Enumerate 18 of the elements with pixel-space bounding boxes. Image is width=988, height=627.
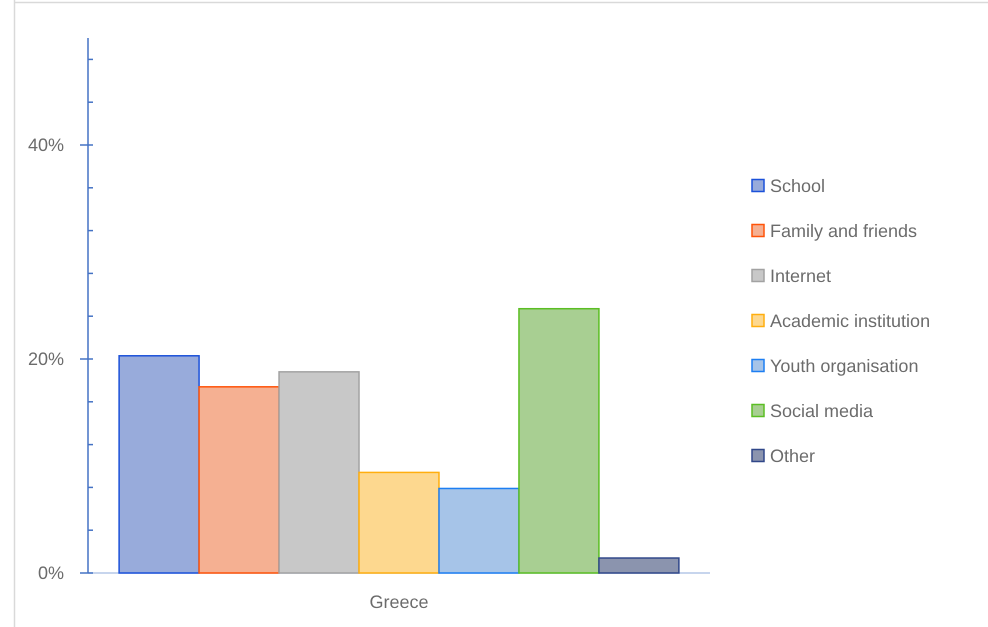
y-tick-label: 40% [28,134,64,155]
bar [358,472,440,574]
legend-label: Youth organisation [770,356,918,376]
legend-label: Other [770,446,816,466]
bar [598,557,680,574]
bar [438,488,520,574]
legend-label: Academic institution [770,310,930,331]
y-tick-label: 20% [28,348,64,369]
y-tick-label: 0% [38,562,64,583]
legend-label: Internet [770,266,832,286]
bar [198,386,280,574]
legend-label: Family and friends [770,220,918,241]
legend-label: Social media [770,400,874,421]
x-tick-label: Greece [369,592,429,612]
bar [518,308,600,574]
legend-label: School [770,176,826,196]
bar [118,355,200,574]
bar [278,371,360,574]
